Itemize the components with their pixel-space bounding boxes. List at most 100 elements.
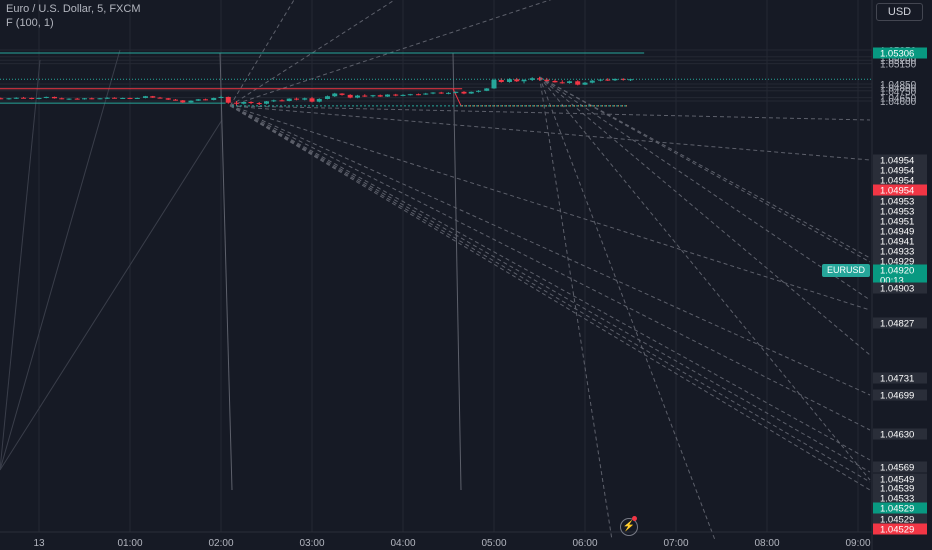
candle-body bbox=[134, 97, 140, 99]
price-label-bg bbox=[873, 225, 927, 237]
fan-line bbox=[229, 0, 552, 107]
price-label-bg bbox=[873, 47, 927, 59]
candle-body bbox=[339, 93, 345, 95]
fan-line-solid bbox=[0, 49, 121, 471]
price-label: 1.04951 bbox=[880, 217, 914, 228]
price-label-bg bbox=[873, 174, 927, 186]
price-tick-label: 1.05200 bbox=[880, 56, 917, 67]
candle-body bbox=[453, 91, 459, 93]
price-label-bg bbox=[873, 264, 927, 276]
candle-body bbox=[21, 97, 27, 99]
candle-body bbox=[355, 95, 360, 98]
candle-body bbox=[104, 97, 110, 99]
price-label: 1.04529 bbox=[880, 515, 914, 526]
fan-lines bbox=[0, 0, 871, 541]
price-label: 1.04549 bbox=[880, 475, 914, 486]
candles bbox=[0, 76, 633, 106]
fan-line bbox=[539, 76, 716, 541]
candle-body bbox=[415, 94, 421, 96]
price-label-bg bbox=[873, 154, 927, 166]
price-label: 1.04953 bbox=[880, 207, 914, 218]
price-label-bg bbox=[873, 389, 927, 401]
fan-line bbox=[539, 76, 871, 481]
candle-body bbox=[605, 79, 611, 81]
price-label: 1.04539 bbox=[880, 484, 914, 495]
grid-lines bbox=[0, 0, 872, 532]
chart-title: Euro / U.S. Dollar, 5, FXCM bbox=[6, 3, 141, 15]
symbol-tag: EURUSD bbox=[822, 264, 870, 277]
candle-body bbox=[559, 82, 565, 84]
price-label-bg bbox=[873, 317, 927, 329]
candle-body bbox=[370, 95, 376, 97]
price-label: 00:13 bbox=[880, 276, 904, 287]
price-label-bg bbox=[873, 523, 927, 535]
candle-body bbox=[377, 95, 383, 97]
fan-line bbox=[229, 105, 871, 461]
candle-body bbox=[59, 98, 65, 100]
candle-body bbox=[142, 96, 148, 98]
fan-line bbox=[539, 76, 871, 301]
candle-body bbox=[589, 80, 595, 83]
candle-body bbox=[165, 98, 171, 100]
candle-body bbox=[430, 92, 436, 94]
candle-body bbox=[89, 98, 95, 100]
candle-body bbox=[407, 94, 413, 96]
candle-body bbox=[0, 98, 4, 100]
price-label-bg bbox=[873, 255, 927, 267]
fan-line-solid bbox=[0, 119, 223, 471]
candle-body bbox=[438, 92, 444, 94]
price-label: 1.04699 bbox=[880, 391, 914, 402]
candle-body bbox=[218, 96, 224, 98]
price-label: 1.04941 bbox=[880, 237, 914, 248]
time-tick-label: 04:00 bbox=[390, 538, 415, 549]
price-label-bg bbox=[873, 195, 927, 207]
vertical-connector bbox=[452, 52, 462, 491]
level-drop bbox=[452, 88, 462, 107]
candle-body bbox=[461, 91, 467, 94]
currency-button[interactable]: USD bbox=[876, 3, 923, 21]
time-tick-label: 01:00 bbox=[117, 538, 142, 549]
price-label: 1.05306 bbox=[880, 49, 914, 60]
price-label-bg bbox=[873, 482, 927, 494]
candle-body bbox=[120, 97, 126, 99]
price-tick-label: 1.04850 bbox=[880, 80, 917, 91]
time-tick-label: 02:00 bbox=[208, 538, 233, 549]
price-label: 1.04954 bbox=[880, 176, 914, 187]
price-label-bg bbox=[873, 461, 927, 473]
candle-body bbox=[82, 98, 87, 100]
candle-body bbox=[225, 96, 231, 103]
vertical-connector bbox=[219, 52, 233, 491]
lightning-icon[interactable]: ⚡ bbox=[620, 518, 638, 536]
candle-body bbox=[36, 97, 42, 99]
price-label: 1.04920 bbox=[880, 266, 914, 277]
price-label-bg bbox=[873, 235, 927, 247]
candle-body bbox=[279, 100, 285, 102]
fan-line bbox=[229, 105, 871, 483]
candle-body bbox=[620, 78, 626, 80]
price-label: 1.04731 bbox=[880, 374, 914, 385]
notification-dot bbox=[632, 516, 637, 521]
price-label: 1.04929 bbox=[880, 257, 914, 268]
fan-line bbox=[229, 0, 295, 107]
candle-body bbox=[6, 98, 12, 100]
candle-body bbox=[521, 79, 527, 82]
fan-line bbox=[230, 105, 871, 161]
price-label: 1.04954 bbox=[880, 166, 914, 177]
price-label: 1.04953 bbox=[880, 197, 914, 208]
candle-body bbox=[498, 79, 504, 82]
time-tick-label: 07:00 bbox=[663, 538, 688, 549]
price-label: 1.04529 bbox=[880, 525, 914, 536]
time-tick-label: 09:00 bbox=[845, 538, 870, 549]
candle-body bbox=[476, 90, 482, 92]
price-label: 1.04827 bbox=[880, 319, 914, 330]
candle-body bbox=[575, 81, 581, 85]
price-label-bg bbox=[873, 274, 927, 286]
price-label: 1.04903 bbox=[880, 284, 914, 295]
price-label-bg bbox=[873, 428, 927, 440]
indicator-label: F (100, 1) bbox=[6, 17, 54, 29]
price-tick-label: 1.04600 bbox=[880, 97, 917, 108]
fan-line bbox=[229, 105, 871, 473]
candle-body bbox=[127, 97, 133, 99]
candle-body bbox=[309, 98, 315, 102]
